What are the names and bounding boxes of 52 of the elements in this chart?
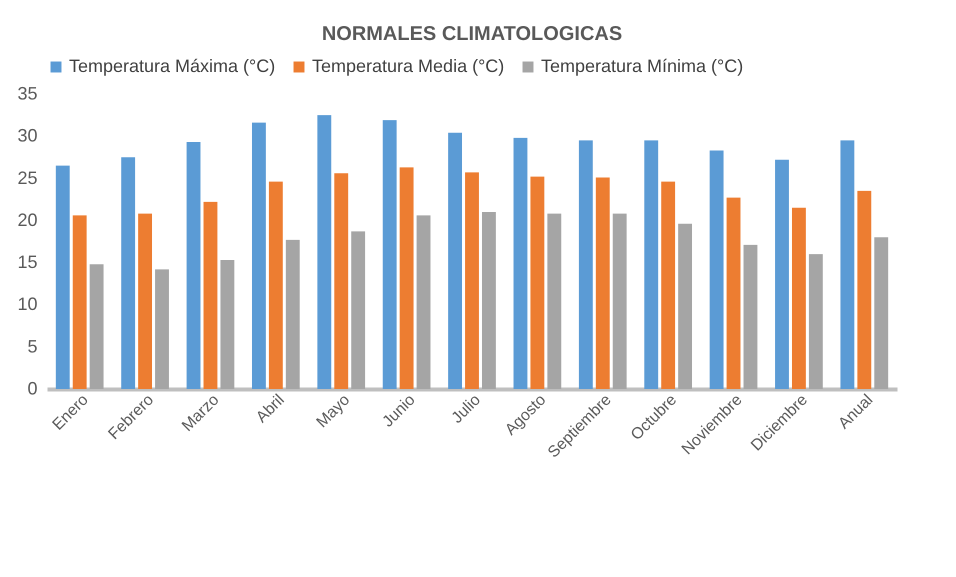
bar — [726, 198, 740, 389]
bar — [792, 208, 806, 389]
bar — [204, 202, 218, 389]
bar — [121, 157, 136, 389]
bar — [186, 142, 200, 389]
bar — [596, 177, 610, 389]
bar — [72, 215, 87, 389]
bar — [857, 190, 872, 389]
bar — [578, 140, 593, 389]
y-tick-label: 0 — [27, 378, 38, 398]
bar — [775, 160, 789, 389]
bar — [138, 214, 152, 389]
bar — [744, 244, 758, 389]
bar — [874, 237, 888, 389]
bar — [448, 132, 462, 389]
y-tick-label: 10 — [17, 294, 38, 314]
bar — [678, 224, 692, 389]
bar — [482, 212, 496, 389]
bar — [514, 138, 528, 389]
bar — [530, 176, 544, 389]
bar — [351, 231, 366, 389]
bar — [252, 122, 266, 389]
bar — [400, 167, 414, 389]
bar — [612, 214, 627, 389]
y-tick-label: 20 — [17, 210, 38, 230]
y-tick-label: 35 — [17, 84, 38, 104]
legend-label: Temperatura Máxima (°C) — [69, 56, 276, 76]
chart-title: NORMALES CLIMATOLOGICAS — [322, 23, 622, 45]
bar — [416, 215, 430, 389]
bar — [382, 120, 397, 389]
legend-label: Temperatura Mínima (°C) — [541, 56, 744, 76]
x-tick-label: Julio — [448, 391, 484, 427]
bar — [268, 182, 283, 389]
bar — [286, 240, 300, 389]
bar — [547, 214, 562, 389]
y-tick-label: 15 — [17, 252, 38, 272]
bar — [710, 150, 724, 389]
bar — [644, 140, 658, 389]
bar — [317, 115, 332, 389]
legend-label: Temperatura Media (°C) — [312, 56, 504, 76]
bar — [220, 260, 234, 389]
bar — [90, 264, 104, 389]
bar — [56, 166, 70, 389]
bar — [465, 172, 479, 389]
y-tick-label: 5 — [27, 336, 38, 356]
bar — [334, 173, 348, 389]
y-tick-label: 30 — [17, 126, 38, 146]
y-tick-label: 25 — [17, 168, 38, 188]
bar — [808, 254, 823, 389]
bar — [661, 182, 676, 389]
bar — [840, 140, 854, 389]
bar — [155, 269, 169, 389]
